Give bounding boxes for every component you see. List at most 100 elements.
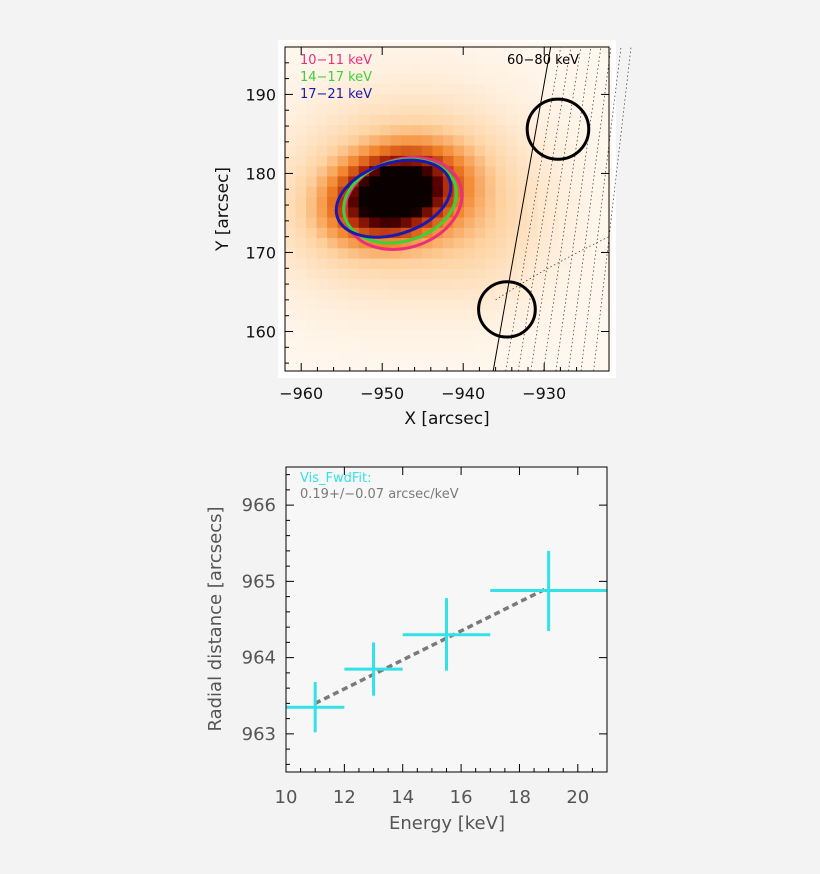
heatmap-cell xyxy=(379,62,391,74)
heatmap-cell xyxy=(369,62,381,74)
heatmap-cell xyxy=(400,216,412,228)
heatmap-cell xyxy=(453,73,465,84)
heatmap-cell xyxy=(358,268,370,280)
heatmap-cell xyxy=(400,258,412,269)
heatmap-cell xyxy=(337,114,349,126)
heatmap-cell xyxy=(306,42,318,54)
heatmap-cell xyxy=(474,340,486,352)
heatmap-cell xyxy=(316,165,328,177)
heatmap-cell xyxy=(537,340,549,352)
heatmap-cell xyxy=(316,145,328,156)
heatmap-cell xyxy=(516,350,528,362)
heatmap-cell xyxy=(285,268,297,280)
heatmap-cell xyxy=(453,52,465,64)
heatmap-cell xyxy=(485,206,497,218)
heatmap-cell xyxy=(327,247,339,259)
heatmap-cell xyxy=(327,145,339,156)
heatmap-cell xyxy=(369,309,381,321)
heatmap-cell xyxy=(485,186,497,197)
heatmap-cell xyxy=(590,62,602,74)
heatmap-cell xyxy=(516,268,528,280)
grid-line xyxy=(505,46,562,372)
heatmap-cell xyxy=(548,258,560,269)
heatmap-cell xyxy=(527,329,539,341)
heatmap-cell xyxy=(453,340,465,352)
heatmap-cell xyxy=(495,247,507,259)
heatmap-cell xyxy=(442,83,454,95)
heatmap-cell xyxy=(442,216,454,228)
heatmap-cell xyxy=(590,134,602,146)
heatmap-cell xyxy=(442,175,454,187)
heatmap-cell xyxy=(537,134,549,146)
heatmap-cell xyxy=(400,103,412,115)
heatmap-cell xyxy=(390,114,402,126)
heatmap-cell xyxy=(369,114,381,126)
heatmap-cell xyxy=(316,155,328,167)
heatmap-cell xyxy=(327,299,339,310)
heatmap-cell xyxy=(306,114,318,126)
heatmap-cell xyxy=(327,350,339,362)
heatmap-cell xyxy=(516,196,528,208)
heatmap-cell xyxy=(537,52,549,64)
heatmap-cell xyxy=(569,206,581,218)
heatmap-cell xyxy=(569,299,581,310)
image-y-ticks: 160 170 180 190 xyxy=(245,62,609,364)
heatmap-cell xyxy=(506,114,518,126)
heatmap-cell xyxy=(464,227,476,239)
heatmap-cell xyxy=(369,186,381,197)
heatmap-cell xyxy=(485,175,497,187)
heatmap-cell xyxy=(537,247,549,259)
heatmap-cell xyxy=(358,186,370,197)
heatmap-cell xyxy=(527,350,539,362)
heatmap-cell xyxy=(285,288,297,300)
heatmap-cell xyxy=(485,155,497,167)
heatmap-cell xyxy=(516,299,528,310)
heatmap-cell xyxy=(569,62,581,74)
heatmap-cell xyxy=(348,206,360,218)
heatmap-cell xyxy=(485,288,497,300)
heatmap-cell xyxy=(590,42,602,54)
heatmap-cell xyxy=(579,73,591,84)
heatmap-cell xyxy=(421,83,433,95)
heatmap-cell xyxy=(390,196,402,208)
heatmap-cell xyxy=(306,155,318,167)
heatmap-cell xyxy=(474,73,486,84)
heatmap-cell xyxy=(348,216,360,228)
heatmap-cell xyxy=(464,319,476,331)
heatmap-cell xyxy=(527,42,539,54)
heatmap-cell xyxy=(337,93,349,105)
heatmap-cell xyxy=(421,42,433,54)
heatmap-cell xyxy=(569,360,581,372)
energy-x-axis-label: Energy [keV] xyxy=(389,813,505,834)
heatmap-cell xyxy=(495,73,507,84)
heatmap-cell xyxy=(285,155,297,167)
heatmap-cell xyxy=(516,227,528,239)
heatmap-cell xyxy=(379,360,391,372)
heatmap-cell xyxy=(369,258,381,269)
heatmap-cell xyxy=(432,114,444,126)
heatmap-cell xyxy=(285,134,297,146)
heatmap-cell xyxy=(537,309,549,321)
heatmap-cell xyxy=(295,145,307,156)
heatmap-cell xyxy=(600,278,612,290)
heatmap-cell xyxy=(579,175,591,187)
heatmap-cell xyxy=(411,299,423,310)
heatmap-cell xyxy=(400,93,412,105)
heatmap-cell xyxy=(516,165,528,177)
heatmap-cell xyxy=(369,196,381,208)
heatmap-cell xyxy=(421,52,433,64)
heatmap-cell xyxy=(600,145,612,156)
heatmap-cell xyxy=(295,340,307,352)
heatmap-cell xyxy=(485,350,497,362)
heatmap-cell xyxy=(306,319,318,331)
heatmap-cell xyxy=(358,288,370,300)
heatmap-cell xyxy=(537,299,549,310)
heatmap-cell xyxy=(285,247,297,259)
heatmap-cell xyxy=(337,237,349,249)
heatmap-cell xyxy=(295,247,307,259)
heatmap-cell xyxy=(464,134,476,146)
heatmap-cell xyxy=(442,340,454,352)
heatmap-cell xyxy=(600,52,612,64)
heatmap-cell xyxy=(411,237,423,249)
x-tick-label: −930 xyxy=(522,384,566,403)
